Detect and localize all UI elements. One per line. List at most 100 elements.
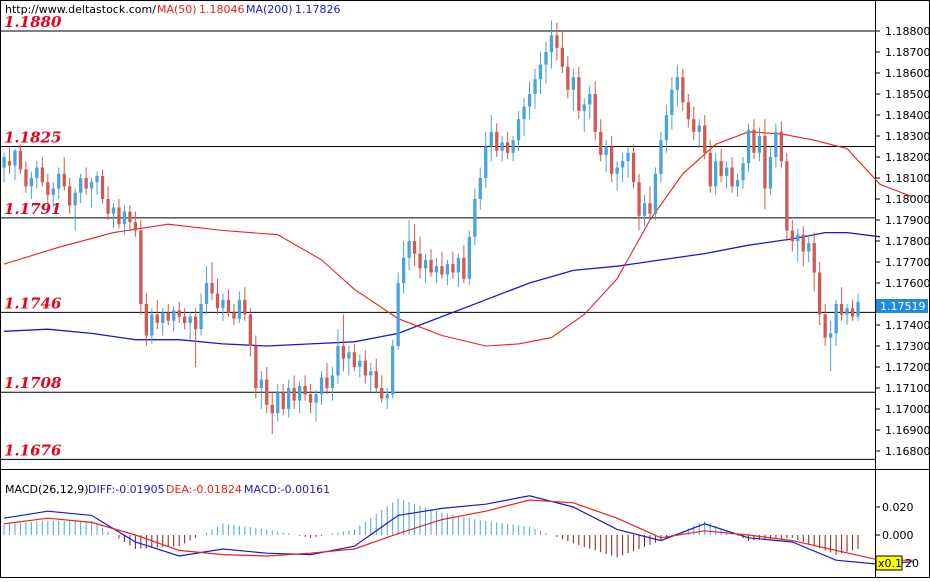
bear-candle [352, 343, 356, 372]
bull-candle [13, 148, 17, 181]
bull-candle [204, 266, 209, 315]
bear-candle [232, 304, 236, 325]
bull-candle [35, 161, 39, 189]
bull-candle [527, 81, 532, 120]
macd-header: MACD(26,12,9) DIFF:-0.01905 DEA:-0.01824… [5, 483, 330, 496]
price-tick-label: 1.18600 [885, 67, 930, 80]
bear-candle [24, 161, 28, 193]
bear-candle [84, 167, 88, 195]
bear-candle [341, 314, 346, 372]
current-price-label: 1.17519 [880, 300, 926, 313]
bull-candle [51, 182, 55, 208]
bull-candle [369, 362, 373, 393]
bull-candle [484, 131, 488, 189]
bull-candle [845, 304, 849, 325]
bull-candle [538, 52, 543, 94]
price-tick-label: 1.17700 [885, 256, 930, 269]
bear-candle [823, 304, 827, 346]
bull-candle [199, 293, 203, 336]
bear-candle [144, 293, 148, 346]
ma50-legend-value: 1.18046 [199, 3, 245, 16]
macd-title: MACD(26,12,9) [5, 483, 89, 496]
bear-candle [139, 220, 143, 315]
bull-candle [259, 371, 263, 409]
bear-candle [133, 211, 137, 237]
bear-candle [117, 199, 121, 229]
bull-candle [741, 157, 745, 189]
price-tick-label: 1.17200 [885, 361, 930, 374]
bear-candle [292, 375, 296, 409]
bull-candle [391, 339, 395, 399]
bull-candle [221, 293, 225, 321]
price-tick-label: 1.17300 [885, 340, 930, 353]
bull-candle [714, 152, 718, 195]
bull-candle [489, 115, 493, 162]
bear-candle [451, 251, 455, 279]
bull-candle [314, 390, 318, 422]
price-tick-label: 1.17800 [885, 235, 930, 248]
bear-candle [708, 140, 712, 193]
price-tick-label: 1.18800 [885, 25, 930, 38]
bear-candle [681, 68, 685, 111]
bull-candle [549, 20, 554, 69]
bear-candle [560, 31, 564, 73]
bear-candle [779, 121, 783, 168]
bull-candle [407, 220, 411, 271]
bull-candle [675, 64, 679, 107]
bull-candle [237, 291, 242, 323]
macd-hist-value: MACD:-0.00161 [244, 483, 330, 496]
bull-candle [670, 77, 674, 130]
macd-tick-1: 0.000 [882, 529, 914, 542]
level-label-1.1708: 1.1708 [4, 374, 62, 392]
bear-candle [429, 249, 433, 277]
bear-candle [18, 144, 23, 174]
bull-candle [511, 136, 515, 162]
bear-candle [363, 350, 367, 384]
price-tick-label: 1.16800 [885, 445, 930, 458]
bear-candle [194, 308, 198, 367]
bear-candle [380, 375, 384, 403]
macd-scale-box[interactable] [875, 555, 903, 571]
price-tick-label: 1.17400 [885, 319, 930, 332]
price-axis: 1.18800 1.18700 1.18600 1.18500 1.18400 1.183… [875, 25, 930, 458]
bull-candle [89, 178, 94, 208]
website-url[interactable]: http://www.deltastock.com/ [5, 3, 156, 16]
bear-candle [703, 115, 707, 160]
bull-candle [29, 171, 33, 199]
bull-candle [150, 308, 154, 344]
bull-candle [588, 85, 592, 120]
ma50-line [3, 131, 913, 347]
bear-candle [128, 205, 132, 231]
bull-candle [95, 171, 99, 195]
bull-candle [856, 293, 860, 321]
bear-candle [226, 289, 231, 317]
level-label-1.1746: 1.1746 [4, 294, 62, 312]
bull-candle [478, 167, 482, 210]
bear-candle [790, 220, 794, 252]
bear-candle [155, 299, 159, 330]
bull-candle [396, 272, 400, 351]
bull-candle [746, 123, 751, 172]
bear-candle [801, 226, 805, 267]
ma200-layer [3, 231, 880, 347]
current-price-box [876, 299, 928, 313]
bear-candle [210, 262, 214, 300]
bull-candle [330, 367, 335, 401]
price-tick-label: 1.18100 [885, 172, 930, 185]
level-label-1.1791: 1.1791 [4, 200, 61, 218]
price-tick-label: 1.18200 [885, 151, 930, 164]
macd-diff-value: DIFF:-0.01905 [88, 483, 165, 496]
bear-candle [440, 251, 444, 279]
bear-candle [177, 301, 181, 323]
level-label-1.1676: 1.1676 [4, 441, 62, 459]
bull-candle [402, 241, 406, 294]
bear-candle [418, 236, 422, 279]
macd-diff-line [3, 495, 913, 566]
bear-candle [785, 152, 789, 241]
bull-candle [79, 173, 83, 204]
level-label-1.1880: 1.1880 [4, 13, 62, 31]
bull-candle [423, 253, 428, 283]
bear-candle [62, 157, 66, 191]
